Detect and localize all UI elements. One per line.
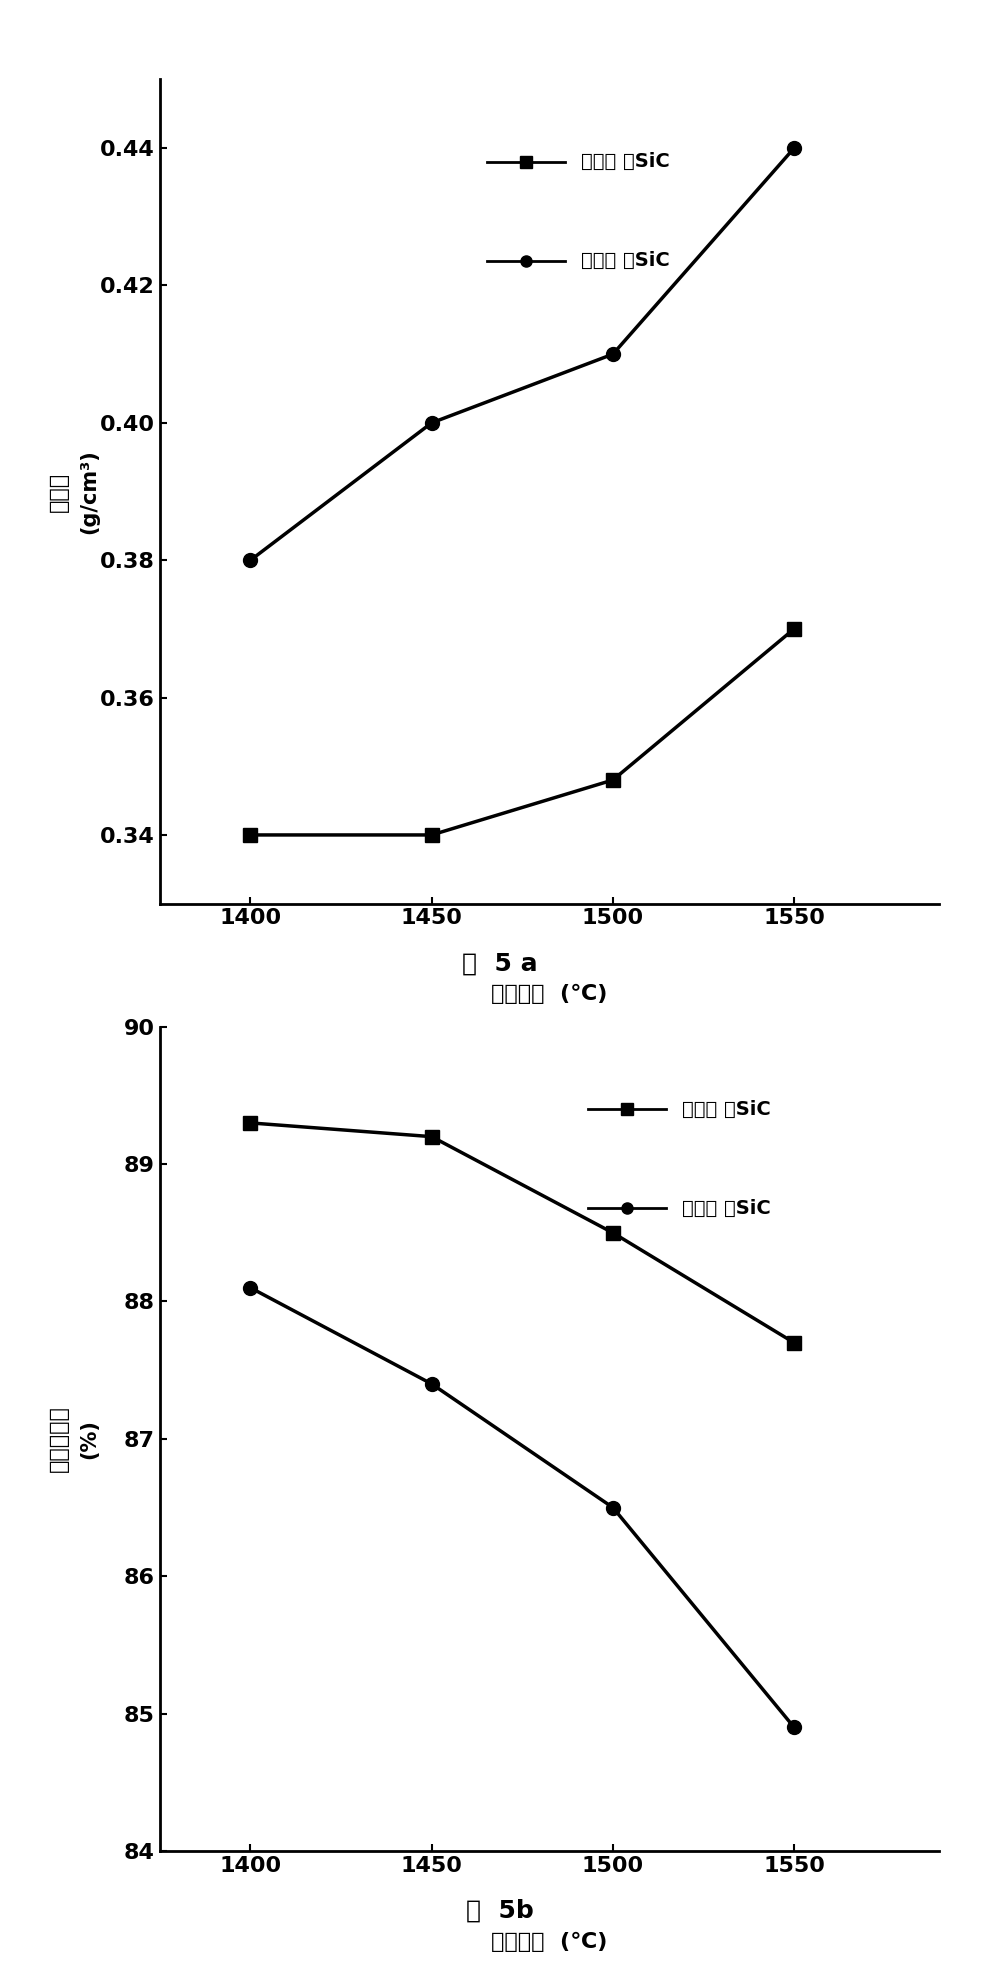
Text: (%): (%)	[80, 1418, 100, 1460]
Text: 图  5b: 图 5b	[466, 1899, 533, 1922]
Text: (g/cm³): (g/cm³)	[80, 449, 100, 534]
Text: 预氧化 化SiC: 预氧化 化SiC	[682, 1200, 770, 1217]
Text: 烧结温度  (℃): 烧结温度 (℃)	[492, 985, 607, 1005]
Text: 未氧化 化SiC: 未氧化 化SiC	[682, 1100, 770, 1118]
Text: 开口孔隙率: 开口孔隙率	[49, 1406, 69, 1472]
Text: 烧结温度  (℃): 烧结温度 (℃)	[492, 1932, 607, 1952]
Text: 未氧化 化SiC: 未氧化 化SiC	[580, 153, 669, 171]
Text: 预氧化 化SiC: 预氧化 化SiC	[580, 252, 669, 270]
Text: 体密度: 体密度	[49, 471, 69, 512]
Text: 图  5 a: 图 5 a	[462, 951, 537, 975]
